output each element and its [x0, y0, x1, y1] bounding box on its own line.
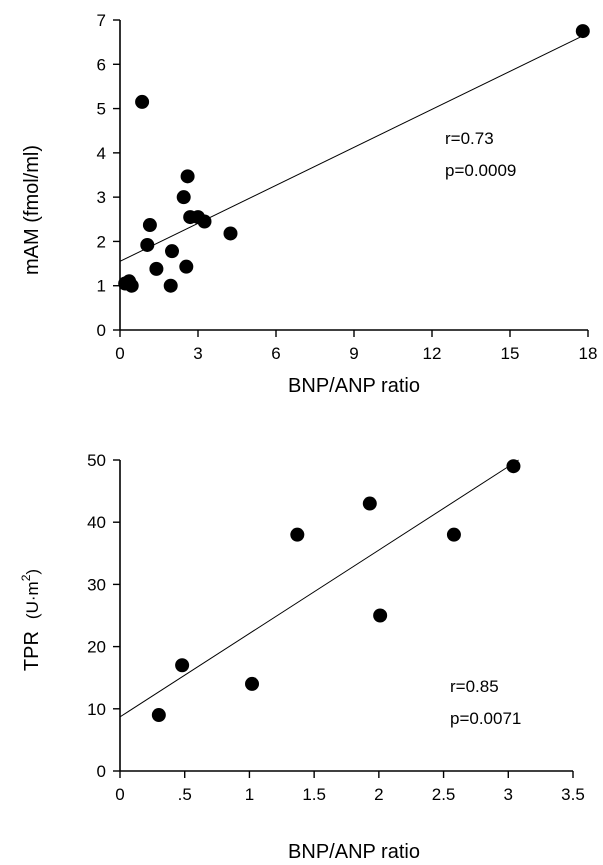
chart-2-data-point [506, 459, 521, 474]
chart-1-data-point [179, 259, 194, 274]
chart-2-y-tick-label: 50 [87, 451, 106, 470]
chart-2-points [151, 459, 521, 723]
chart-1-data-point [142, 218, 157, 233]
chart-2-x-tick-label: 3.5 [561, 785, 585, 804]
chart-1-data-point [180, 169, 195, 184]
chart-2-x-tick-label: .5 [178, 785, 192, 804]
chart-2-x-tick-label: 2.5 [432, 785, 456, 804]
chart-2: 0 .5 1 1.5 2 2.5 3 3.5 0 10 20 30 40 50 r=0.85 p=0.00… [19, 451, 585, 863]
chart-2-y-tick-label: 10 [87, 700, 106, 719]
chart-1-x-tick-label: 0 [115, 344, 124, 363]
chart-1-y-tick-label: 4 [97, 144, 106, 163]
chart-1-r-annotation: r=0.73 [445, 129, 494, 148]
chart-2-x-tick-label: 2 [374, 785, 383, 804]
chart-2-data-point [175, 658, 190, 673]
chart-2-y-axis-title-close: ) [23, 569, 42, 575]
chart-2-ticks: 0 .5 1 1.5 2 2.5 3 3.5 0 10 20 30 40 50 [87, 451, 585, 804]
chart-1-y-tick-label: 7 [97, 11, 106, 30]
chart-1-y-tick-label: 1 [97, 277, 106, 296]
chart-1-p-annotation: p=0.0009 [445, 161, 516, 180]
chart-1-data-point [140, 237, 155, 252]
chart-2-data-point [151, 708, 166, 723]
chart-1-x-tick-label: 3 [193, 344, 202, 363]
chart-2-data-point [446, 527, 461, 542]
chart-2-y-tick-label: 40 [87, 513, 106, 532]
chart-2-y-axis-title-main: TPR [21, 631, 43, 671]
chart-1-data-point [135, 94, 150, 109]
chart-1-data-point [197, 214, 212, 229]
chart-2-p-annotation: p=0.0071 [450, 709, 521, 728]
chart-2-x-axis-title: BNP/ANP ratio [288, 841, 420, 863]
chart-2-y-axis-title: TPR (U·m2) [19, 569, 43, 671]
chart-1-points [118, 24, 590, 293]
chart-2-data-point [362, 496, 377, 511]
chart-2-y-axis-title-superscript: 2 [19, 574, 33, 581]
chart-2-y-axis-title-unit: (U·m [23, 581, 42, 619]
chart-1-y-axis-title: mAM (fmol/ml) [21, 145, 43, 275]
chart-1-y-tick-label: 0 [97, 321, 106, 340]
chart-1-x-tick-label: 18 [579, 344, 598, 363]
chart-1-data-point [165, 244, 179, 259]
chart-1-x-tick-label: 9 [349, 344, 358, 363]
chart-1-data-point [223, 226, 238, 241]
chart-2-data-point [290, 527, 305, 542]
chart-2-regression-line [119, 459, 519, 718]
chart-2-x-tick-label: 1.5 [302, 785, 326, 804]
chart-1-data-point [575, 24, 590, 39]
chart-2-data-point [373, 608, 388, 623]
chart-1-y-tick-label: 2 [97, 232, 106, 251]
chart-1-regression-line [119, 32, 589, 262]
chart-2-y-tick-label: 30 [87, 575, 106, 594]
chart-1-y-tick-label: 6 [97, 55, 106, 74]
chart-2-r-annotation: r=0.85 [450, 677, 499, 696]
chart-2-y-tick-label: 20 [87, 638, 106, 657]
chart-1-x-tick-label: 12 [423, 344, 442, 363]
chart-1-y-tick-label: 5 [97, 100, 106, 119]
chart-1-data-point [176, 190, 191, 205]
chart-1-x-tick-label: 6 [271, 344, 280, 363]
chart-1-y-tick-label: 3 [97, 188, 106, 207]
chart-1-x-tick-label: 15 [501, 344, 520, 363]
chart-1-x-axis-title: BNP/ANP ratio [288, 375, 420, 397]
chart-1-data-point [124, 278, 139, 293]
chart-2-y-tick-label: 0 [97, 762, 106, 781]
chart-1-data-point [149, 261, 164, 276]
chart-2-x-tick-label: 1 [245, 785, 254, 804]
chart-2-x-tick-label: 3 [504, 785, 513, 804]
chart-2-x-tick-label: 0 [115, 785, 124, 804]
chart-2-data-point [245, 676, 260, 691]
chart-1-data-point [163, 278, 178, 293]
